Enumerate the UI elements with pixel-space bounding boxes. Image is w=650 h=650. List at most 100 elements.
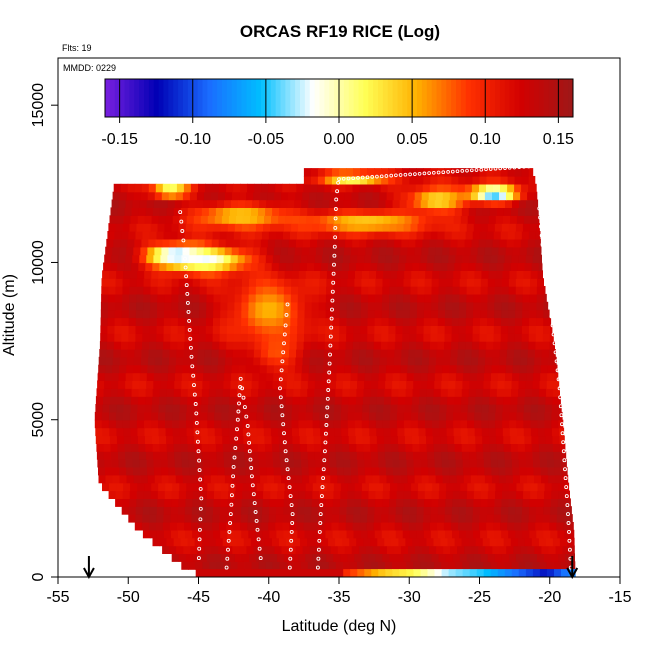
heatmap-cell (157, 223, 166, 232)
flight-track-point (563, 467, 567, 472)
heatmap-cell (342, 561, 351, 570)
heatmap-cell (292, 427, 300, 437)
marker-arrow-head (83, 567, 95, 580)
heatmap-cell (500, 333, 509, 342)
heatmap-cell (536, 223, 540, 232)
heatmap-cell (264, 215, 272, 224)
heatmap-cell (458, 514, 466, 523)
heatmap-cell (465, 506, 474, 515)
heatmap-cell (255, 223, 264, 232)
heatmap-cell (279, 443, 287, 452)
heatmap-cell (522, 553, 531, 562)
colorbar-swatch (470, 79, 477, 117)
heatmap-cell (349, 443, 357, 452)
heatmap-cell (204, 349, 213, 358)
heatmap-cell (238, 372, 246, 381)
heatmap-cell (493, 168, 502, 177)
heatmap-cell (427, 380, 435, 389)
heatmap-cell (490, 451, 498, 460)
heatmap-cell (228, 427, 237, 437)
colorbar-swatch (280, 79, 286, 117)
heatmap-cell (530, 490, 538, 499)
heatmap-cell (346, 325, 354, 334)
heatmap-cell (262, 498, 271, 507)
heatmap-cell (195, 199, 204, 208)
heatmap-cell (98, 364, 106, 374)
heatmap-cell (288, 474, 296, 484)
heatmap-cell (174, 380, 182, 389)
heatmap-cell (414, 466, 422, 476)
flight-track-point (242, 405, 247, 410)
heatmap-cell (423, 231, 432, 240)
heatmap-cell (430, 341, 438, 350)
heatmap-cell (116, 270, 124, 279)
heatmap-cell (519, 466, 528, 476)
heatmap-cell (144, 215, 153, 224)
heatmap-cell (216, 459, 225, 468)
heatmap-cell (159, 396, 167, 405)
heatmap-cell (354, 553, 362, 562)
heatmap-cell (271, 435, 280, 444)
colorbar-tick-label: -0.15 (101, 131, 138, 148)
heatmap-cell (412, 435, 420, 444)
heatmap-cell (384, 451, 393, 460)
heatmap-cell (483, 561, 491, 570)
heatmap-cell (198, 522, 206, 531)
heatmap-cell (212, 514, 221, 523)
heatmap-cell (108, 223, 116, 232)
heatmap-cell (213, 317, 221, 326)
heatmap-cell (410, 419, 419, 429)
heatmap-cell (443, 349, 452, 358)
heatmap-cell (298, 286, 306, 295)
heatmap-cell (406, 372, 415, 381)
flight-track-point (553, 350, 558, 355)
heatmap-cell (281, 545, 290, 554)
heatmap-cell (435, 466, 443, 476)
heatmap-cell (143, 278, 152, 287)
heatmap-cell (175, 466, 183, 476)
colorbar-swatch (475, 79, 481, 117)
heatmap-cell (360, 176, 368, 185)
heatmap-cell (165, 215, 174, 224)
heatmap-cell (432, 419, 440, 429)
heatmap-cell (441, 254, 449, 264)
heatmap-cell (550, 529, 558, 539)
heatmap-cell (447, 396, 455, 405)
heatmap-cell (208, 396, 216, 405)
heatmap-cell (553, 451, 562, 460)
heatmap-cell (348, 396, 357, 405)
heatmap-cell (439, 215, 448, 224)
heatmap-cell (437, 333, 445, 342)
heatmap-cell (180, 207, 189, 216)
heatmap-cell (417, 553, 426, 562)
heatmap-cell (119, 474, 128, 484)
heatmap-cell (456, 474, 465, 484)
heatmap-cell (358, 246, 366, 256)
heatmap-cell (396, 490, 405, 499)
heatmap-cell (539, 388, 547, 397)
heatmap-cell (366, 349, 374, 358)
heatmap-cell (544, 411, 552, 421)
flight-track-point (289, 529, 294, 534)
heatmap-cell (425, 427, 434, 437)
heatmap-cell (405, 537, 413, 547)
heatmap-cell (137, 411, 145, 421)
heatmap-cell (273, 364, 282, 374)
heatmap-cell (235, 411, 243, 421)
heatmap-cell (319, 270, 328, 279)
heatmap-cell (290, 309, 298, 319)
flight-track-point (229, 493, 234, 498)
flight-track-point (235, 417, 240, 422)
flight-track-point (237, 393, 242, 398)
heatmap-cell (265, 451, 274, 460)
heatmap-cell (150, 301, 158, 311)
heatmap-cell (431, 223, 440, 232)
heatmap-cell (114, 231, 122, 240)
flight-track-point (315, 565, 320, 570)
heatmap-cell (192, 223, 201, 232)
heatmap-cell (540, 372, 548, 381)
heatmap-cell (313, 427, 321, 437)
heatmap-cell (388, 309, 397, 319)
heatmap-cell (444, 325, 453, 334)
heatmap-cell (461, 207, 470, 216)
